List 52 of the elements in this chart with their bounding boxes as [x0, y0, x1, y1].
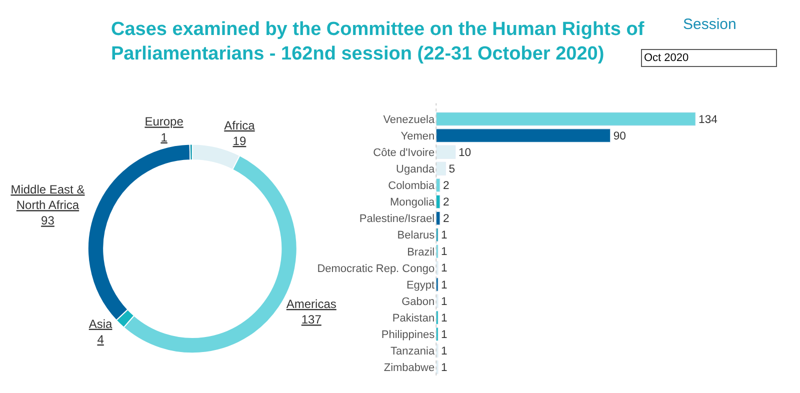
y-tick-label: Venezuela — [383, 114, 436, 126]
y-tick-label: Yemen — [400, 130, 435, 142]
data-label: 1 — [441, 328, 448, 341]
data-label: 1 — [441, 296, 448, 308]
data-label: 1 — [441, 312, 448, 324]
text: Session — [683, 16, 736, 33]
y-tick-label: Zimbabwe — [384, 362, 435, 374]
y-tick-label: Mongolia — [390, 196, 436, 209]
text: Oct 2020 — [644, 52, 689, 64]
data-label: 2 — [442, 180, 450, 192]
data-label: 1 — [441, 345, 448, 358]
data-label: 1 — [441, 246, 448, 258]
y-tick-label: Belarus — [397, 230, 436, 242]
y-tick-label: Gabon — [402, 296, 435, 308]
slice-label: Americas — [286, 296, 336, 311]
y-tick-label: Democratic Rep. Congo — [317, 262, 435, 275]
data-label: 5 — [448, 163, 456, 176]
data-label: 90 — [613, 130, 626, 142]
y-tick-label: Pakistan — [392, 312, 435, 324]
y-tick-label: Tanzania — [390, 346, 436, 358]
bar — [436, 194, 440, 209]
y-tick-label: Côte d'Ivoire — [373, 146, 435, 159]
data-label: 1 — [441, 230, 448, 242]
y-tick-label: Brazil — [407, 246, 435, 258]
text: Cases examined by the Committee on the Human Rights of Parliamentarians - 162nd session (22-31 October 2020) — [111, 19, 645, 65]
data-label: 134 — [698, 114, 718, 126]
y-tick-label: Colombia — [388, 180, 436, 192]
data-label: 10 — [458, 146, 472, 159]
y-tick-label: Uganda — [396, 163, 436, 176]
data-label: 19 — [232, 134, 246, 148]
bar — [436, 128, 611, 142]
data-label: 1 — [441, 362, 448, 374]
data-label: 2 — [442, 213, 450, 226]
data-label: 1 — [441, 279, 448, 292]
bar — [436, 211, 440, 226]
data-label: 4 — [97, 332, 104, 346]
bar — [436, 178, 440, 192]
slice-label: Asia — [88, 316, 113, 331]
data-label: 93 — [41, 214, 55, 228]
y-tick-label: Philippines — [381, 329, 436, 342]
y-tick-label: Palestine/Israel — [359, 213, 435, 226]
bar — [436, 145, 456, 159]
slice-label: Europe — [144, 114, 184, 129]
slice-label: Africa — [224, 118, 256, 132]
y-tick-label: Egypt — [406, 279, 435, 292]
slice-label: Middle East & North Africa — [10, 182, 85, 212]
data-label: 1 — [441, 262, 448, 275]
bar — [436, 112, 696, 126]
bar — [436, 162, 446, 176]
data-label: 137 — [301, 312, 322, 327]
data-label: 1 — [160, 130, 168, 144]
data-label: 2 — [442, 196, 450, 209]
